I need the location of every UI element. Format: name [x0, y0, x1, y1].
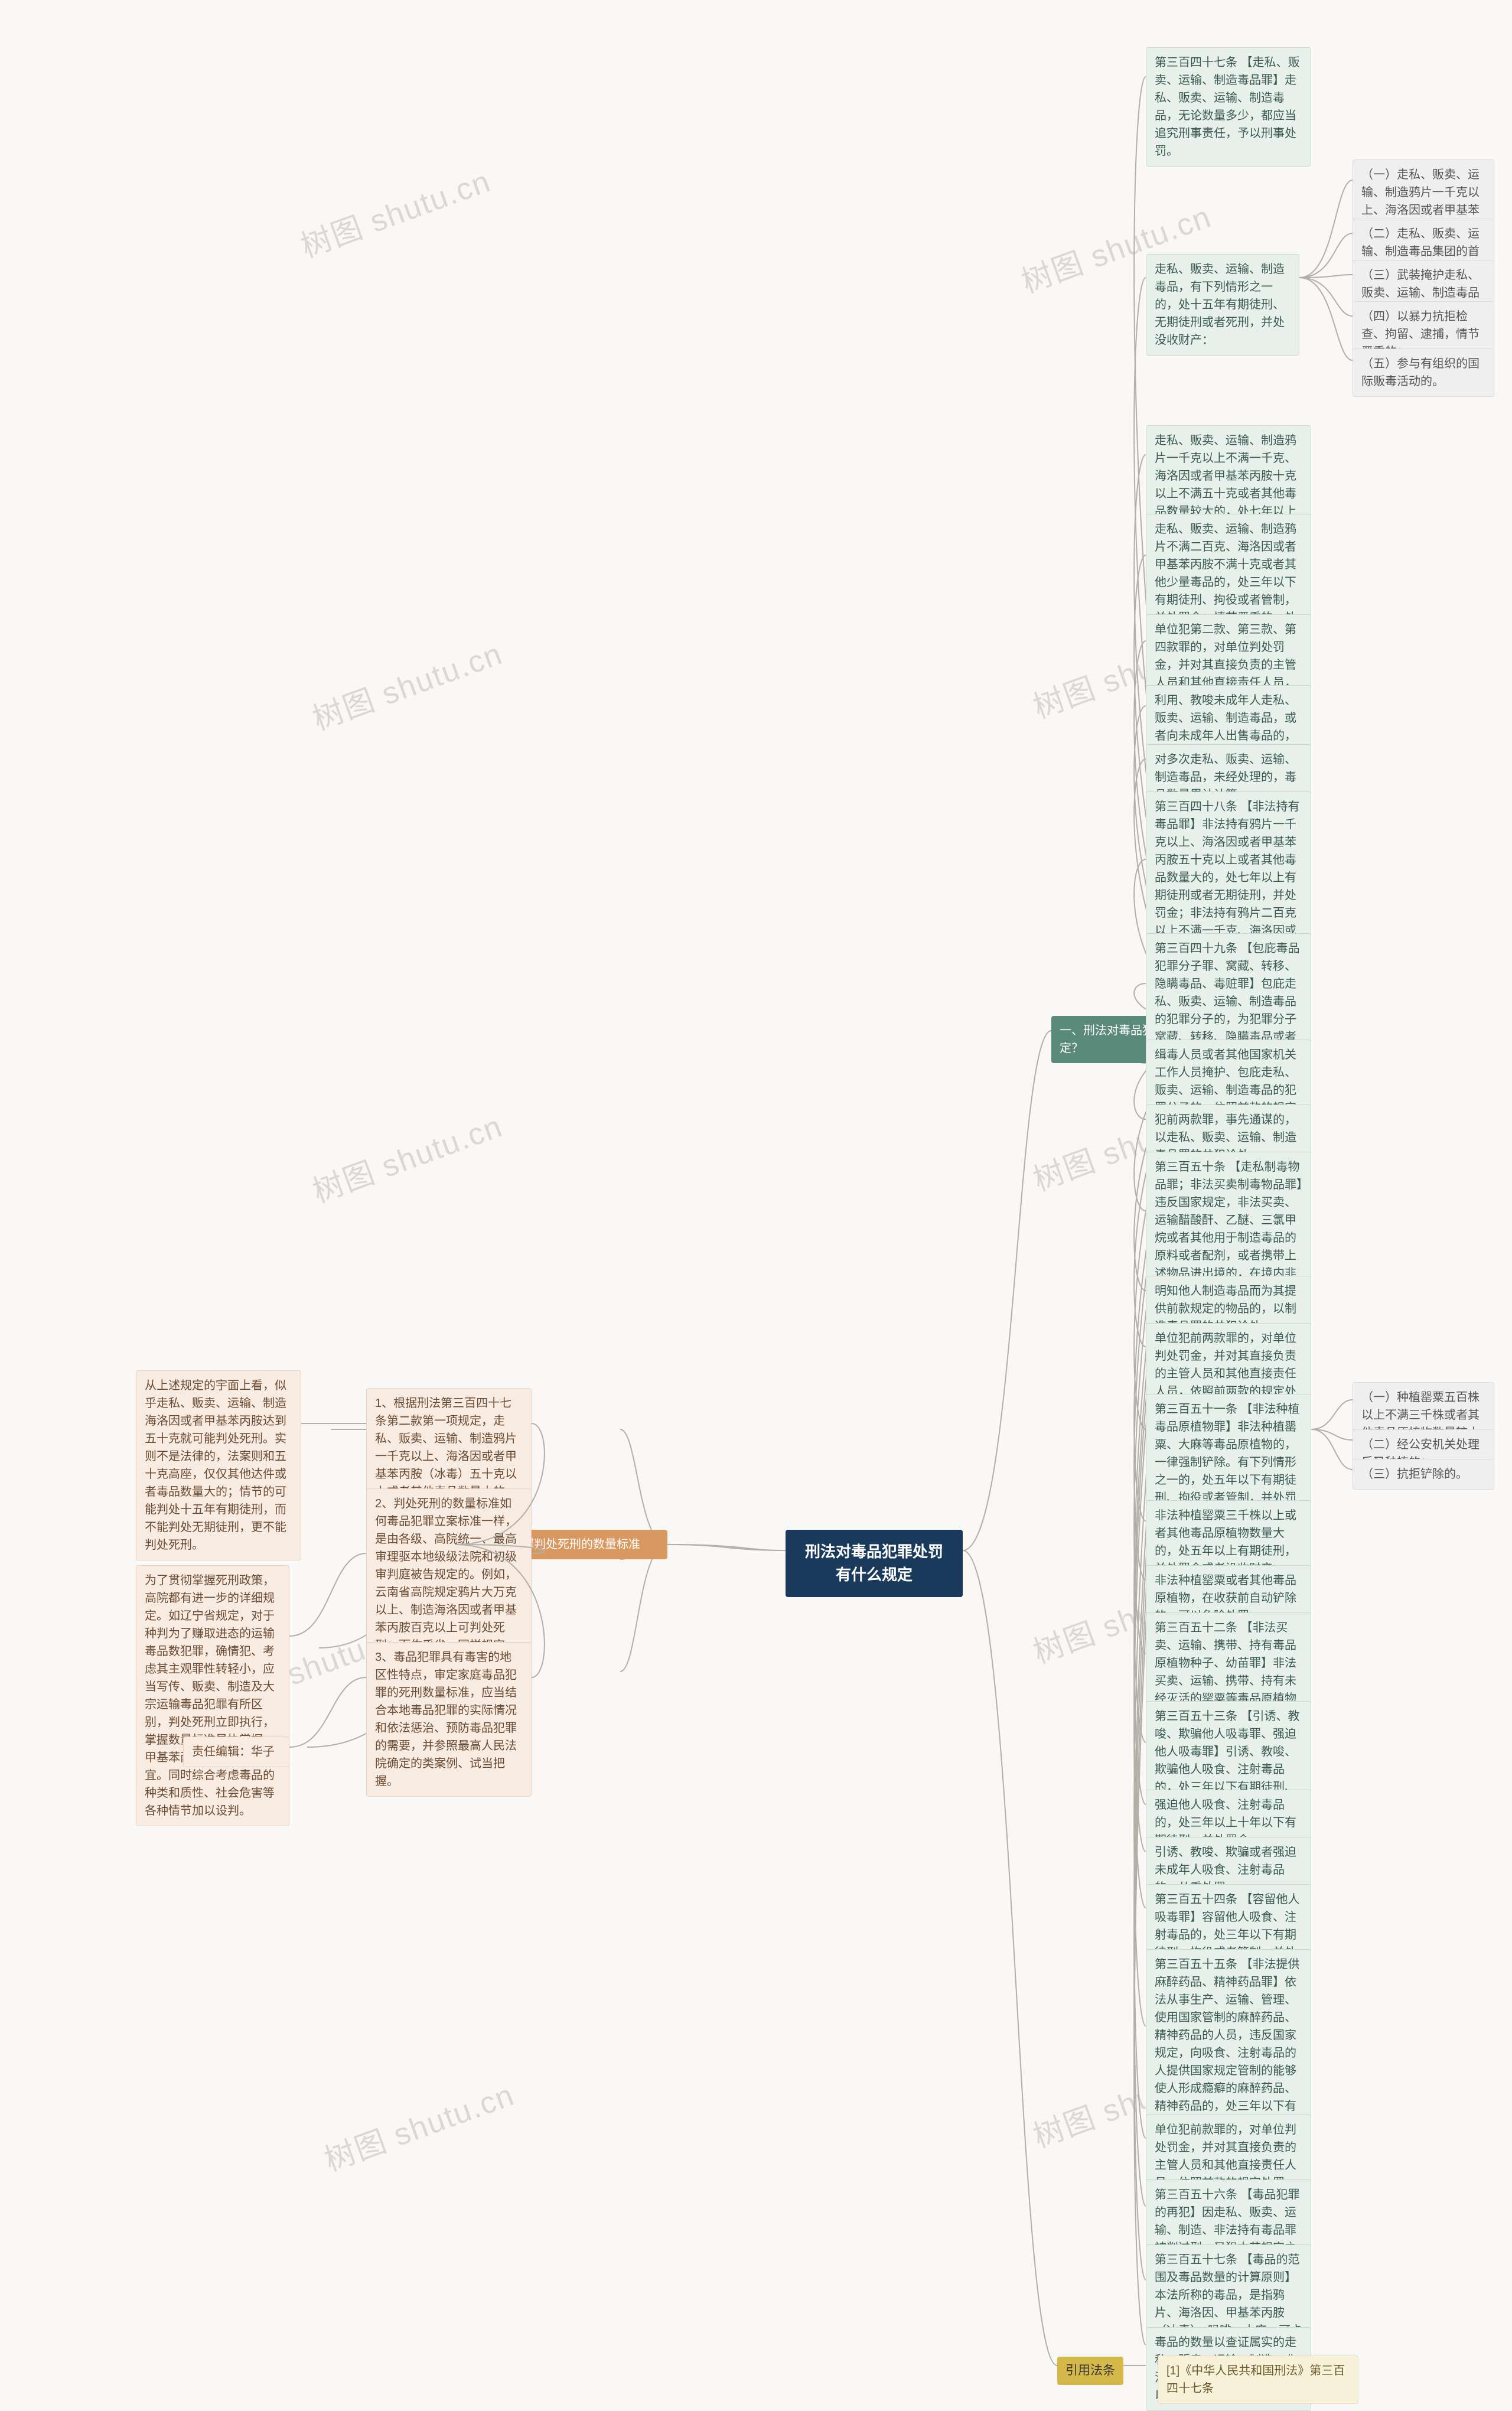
- green-leaf[interactable]: 第三百四十七条 【走私、贩卖、运输、制造毒品罪】走私、贩卖、运输、制造毒品，无论…: [1146, 47, 1311, 167]
- gray-leaf[interactable]: （五）参与有组织的国际贩毒活动的。: [1353, 348, 1494, 397]
- branch-references[interactable]: 引用法条: [1057, 2357, 1123, 2385]
- watermark: 树图 shutu.cn: [305, 629, 507, 739]
- green-leaf[interactable]: 走私、贩卖、运输、制造毒品，有下列情形之一的，处十五年有期徒刑、无期徒刑或者死刑…: [1146, 254, 1299, 356]
- orange-leaf-3[interactable]: 3、毒品犯罪具有毒害的地区性特点，审定家庭毒品犯罪的死刑数量标准，应当结合本地毒…: [366, 1642, 532, 1797]
- orange-subleaf-1[interactable]: 从上述规定的宇面上看，似乎走私、贩卖、运输、制造海洛因或者甲基苯丙胺达到五十克就…: [136, 1370, 301, 1560]
- orange-subleaf-2[interactable]: 为了贯彻掌握死刑政策，高院都有进一步的详细规定。如辽宁省规定，对于种判为了赚取进…: [136, 1565, 289, 1826]
- root-node[interactable]: 刑法对毒品犯罪处罚有什么规定: [786, 1530, 963, 1597]
- watermark: 树图 shutu.cn: [294, 157, 496, 266]
- orange-subleaf-3[interactable]: 责任编辑：华子: [183, 1736, 289, 1767]
- gray-leaf[interactable]: （三）抗拒铲除的。: [1353, 1459, 1494, 1490]
- watermark: 树图 shutu.cn: [317, 2070, 519, 2180]
- reference-leaf[interactable]: [1]《中华人民共和国刑法》第三百四十七条: [1158, 2355, 1358, 2404]
- watermark: 树图 shutu.cn: [305, 1102, 507, 1211]
